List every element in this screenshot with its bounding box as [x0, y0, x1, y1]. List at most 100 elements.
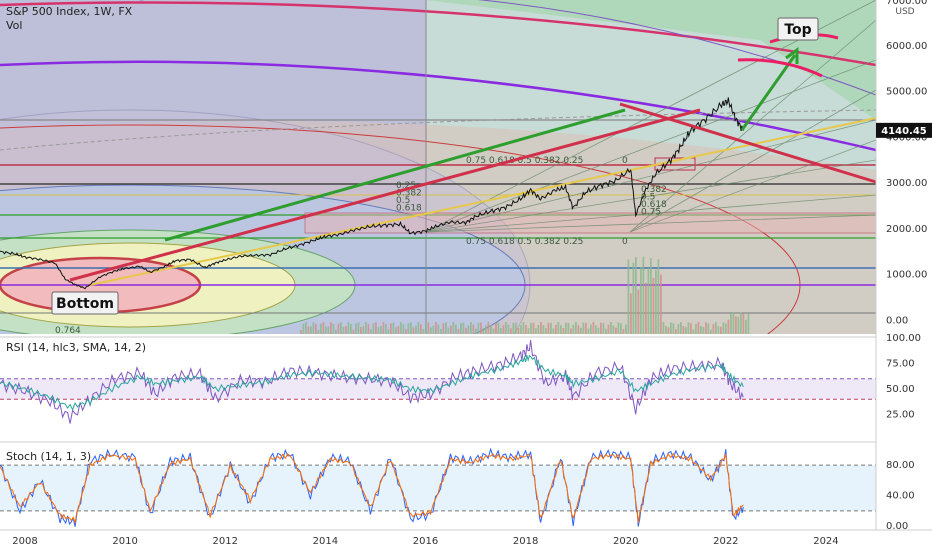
volume-bar	[660, 274, 662, 334]
volume-bar	[365, 322, 367, 334]
volume-bar	[602, 323, 605, 334]
volume-bar	[667, 327, 670, 334]
volume-bar	[657, 259, 660, 334]
stoch-legend: Stoch (14, 1, 3)	[6, 450, 91, 463]
volume-bar	[652, 277, 655, 334]
top-label: Top	[784, 22, 811, 38]
green-arrow-projection[interactable]	[740, 54, 797, 131]
stoch-axis[interactable]: 0.00 40.00 80.00	[886, 460, 915, 532]
volume-bar	[655, 269, 657, 334]
volume-bar	[450, 325, 452, 334]
volume-bar	[555, 324, 557, 334]
yaxis-sto-tick: 0.00	[886, 521, 908, 532]
volume-bar	[562, 328, 565, 334]
volume-bar	[687, 322, 690, 334]
trendlines[interactable]	[69, 33, 877, 282]
volume-bar	[577, 325, 580, 334]
volume-bar	[350, 323, 352, 334]
volume-bar	[702, 326, 705, 334]
volume-bar	[747, 313, 750, 334]
bottom-callout[interactable]: Bottom	[51, 291, 119, 315]
last-price-tag: 4140.45	[876, 122, 932, 138]
volume-bar	[522, 322, 525, 334]
volume-bar	[427, 322, 430, 334]
chart-title: S&P 500 Index, 1W, FX	[6, 5, 133, 18]
volume-bar	[677, 324, 680, 334]
red-trendline[interactable]	[69, 108, 701, 282]
time-axis[interactable]: 2008 2010 2012 2014 2016 2018 2020 2022 2024	[12, 536, 838, 547]
volume-bar	[337, 323, 340, 334]
volume-bar	[325, 326, 327, 334]
currency-label[interactable]: USD	[895, 7, 914, 17]
volume-bar	[700, 326, 702, 334]
fib-label: 0.5	[641, 193, 655, 203]
volume-bar	[457, 328, 460, 334]
volume-bar	[580, 327, 582, 334]
volume-bar	[390, 323, 392, 334]
volume-bar	[462, 322, 465, 334]
volume-bar	[680, 322, 682, 334]
volume-bar	[685, 327, 687, 334]
volume-bar	[615, 327, 617, 334]
volume-bar	[347, 322, 350, 334]
volume-bar	[440, 328, 442, 334]
green-trendline[interactable]	[164, 108, 626, 242]
volume-bar	[480, 322, 482, 334]
volume-bar	[372, 323, 375, 334]
volume-bar	[707, 323, 710, 334]
volume-bar	[537, 324, 540, 334]
price-axis-tick: 0.00	[886, 315, 908, 326]
volume-bar	[600, 322, 602, 334]
volume-bar	[415, 325, 417, 334]
volume-bar	[622, 328, 625, 334]
volume-bar	[425, 323, 427, 334]
volume-bar	[357, 322, 360, 334]
volume-bar	[360, 326, 362, 334]
volume-bar	[455, 324, 457, 334]
red-descending-line[interactable]	[619, 102, 877, 184]
volume-bar	[632, 262, 635, 334]
volume-bar	[570, 328, 572, 334]
volume-bar	[310, 326, 312, 334]
volume-bar	[605, 328, 607, 334]
stoch-panel[interactable]: Stoch (14, 1, 3)	[0, 446, 876, 530]
sto-lines-series-1	[0, 452, 744, 525]
volume-bar	[730, 313, 732, 334]
volume-bar	[662, 322, 665, 334]
volume-bar	[575, 322, 577, 334]
volume-bar	[307, 326, 310, 334]
volume-bar	[322, 322, 325, 334]
volume-bar	[500, 327, 502, 334]
volume-bar	[312, 322, 315, 334]
volume-bar	[595, 325, 597, 334]
volume-bar	[590, 324, 592, 334]
time-axis-tick: 2008	[12, 536, 37, 547]
top-callout[interactable]: Top	[777, 17, 819, 41]
rsi-panel[interactable]: RSI (14, hlc3, SMA, 14, 2)	[0, 338, 876, 440]
volume-bar	[565, 322, 567, 334]
pink-top-mark	[737, 58, 823, 78]
rsi-axis[interactable]: 25.00 50.00 75.00 100.00	[886, 333, 921, 421]
volume-bar	[715, 322, 717, 334]
volume-bar	[405, 329, 407, 334]
last-price-value: 4140.45	[881, 126, 927, 137]
volume-bar	[452, 322, 455, 334]
volume-bar	[607, 324, 610, 334]
volume-bar	[535, 328, 537, 334]
volume-bar	[610, 322, 612, 334]
volume-bar	[587, 328, 590, 334]
volume-bar	[710, 329, 712, 334]
volume-bar	[300, 330, 302, 334]
volume-bar	[550, 322, 552, 334]
volume-bar	[505, 322, 507, 334]
volume-bar	[670, 322, 672, 334]
fib-labels: 0.75 0.618 0.5 0.382 0.25 0.75 0.618 0.5…	[55, 156, 667, 336]
volume-bar	[507, 324, 510, 334]
bottom-label: Bottom	[56, 296, 114, 312]
volume-bar	[557, 322, 560, 334]
volume-bar	[740, 312, 742, 334]
fib-label: 0.25	[396, 181, 416, 191]
volume-bar	[560, 325, 562, 334]
price-axis-tick: 3000.00	[886, 178, 927, 189]
